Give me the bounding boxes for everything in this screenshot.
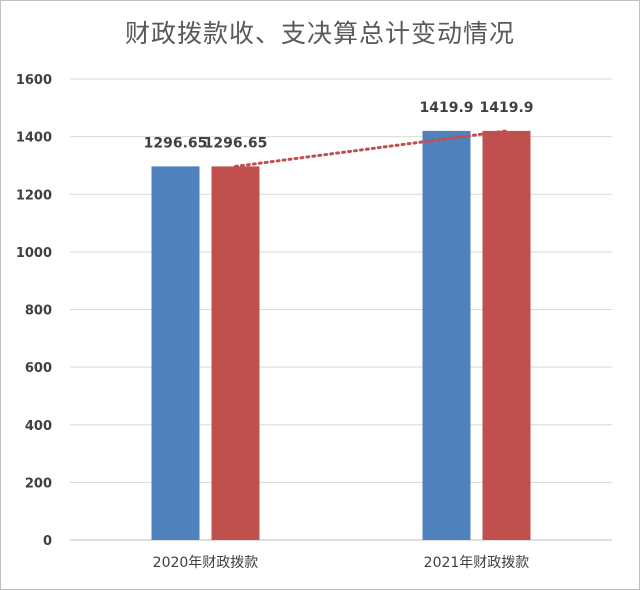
bar-series-2-cat-2 (482, 130, 531, 541)
y-tick-label: 800 (25, 304, 52, 319)
y-tick-label: 0 (43, 534, 52, 549)
y-tick-label: 600 (25, 361, 52, 376)
trendline (234, 129, 508, 168)
y-tick-label: 200 (25, 476, 52, 491)
data-label: 1296.65 (204, 135, 268, 151)
y-tick-label: 1200 (16, 188, 52, 203)
data-label: 1419.9 (479, 100, 533, 116)
data-label: 1296.65 (144, 135, 208, 151)
bar-series-1-cat-2 (422, 130, 471, 541)
bar-series-1-cat-1 (151, 166, 200, 541)
x-category-label: 2021年财政拨款 (424, 555, 530, 571)
bar-series-2-cat-1 (211, 166, 260, 541)
bars (151, 130, 531, 541)
y-tick-label: 1000 (16, 246, 52, 261)
x-category-label: 2020年财政拨款 (153, 555, 259, 571)
y-tick-label: 1600 (16, 73, 52, 88)
data-label: 1419.9 (419, 100, 473, 116)
y-tick-label: 400 (25, 419, 52, 434)
y-tick-label: 1400 (16, 131, 52, 146)
y-axis-ticks: 0 200 400 600 800 1000 1200 1400 1600 (16, 73, 52, 549)
trendline-group (234, 129, 508, 168)
x-axis-categories: 2020年财政拨款 2021年财政拨款 (153, 555, 530, 571)
chart-title: 财政拨款收、支决算总计变动情况 (124, 19, 515, 48)
